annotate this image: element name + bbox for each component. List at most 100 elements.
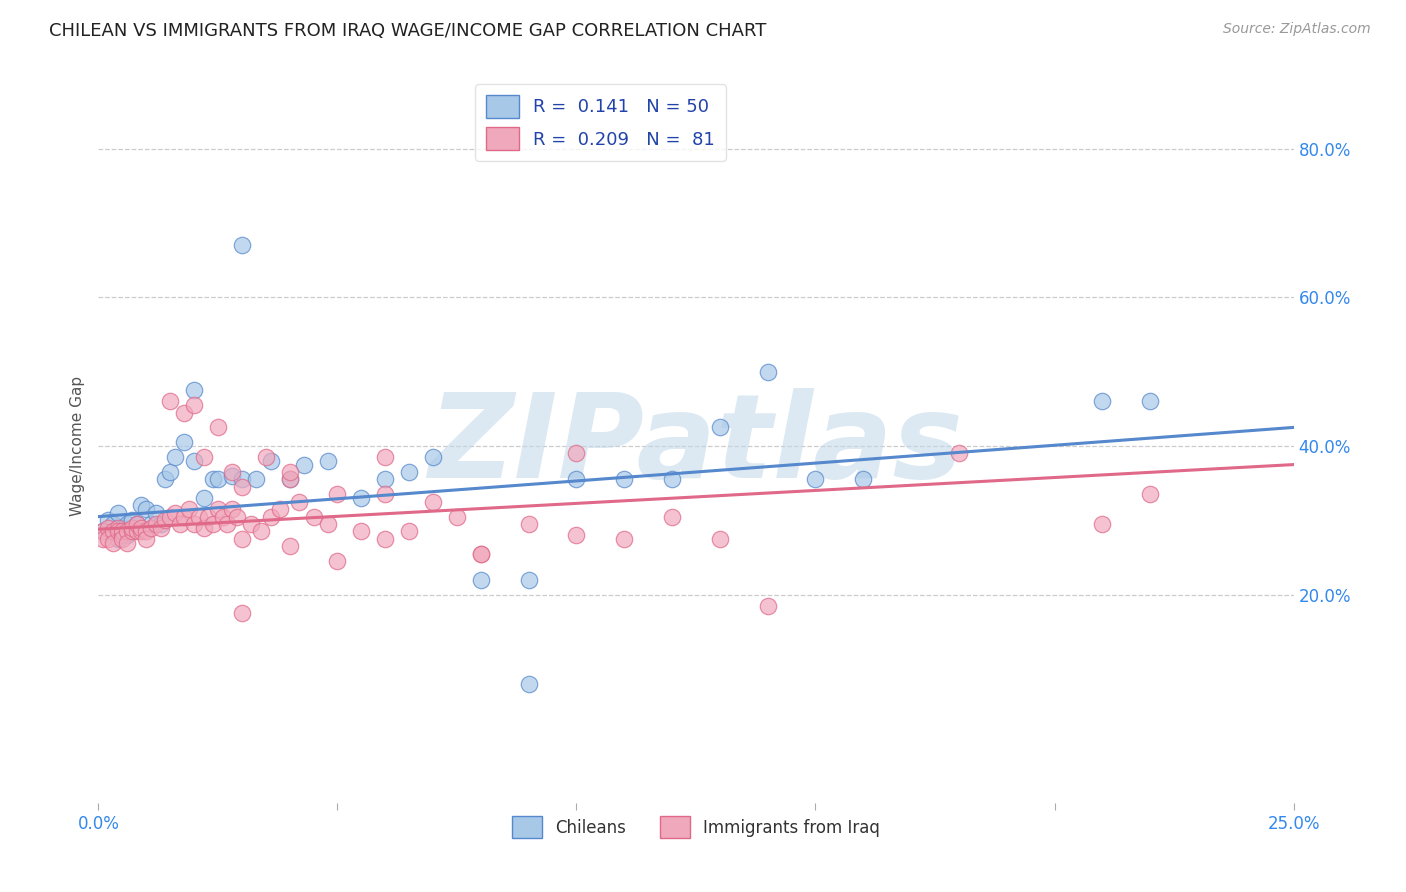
Point: [101, 524, 124, 539]
Point: [326, 487, 349, 501]
Point: [91, 524, 114, 539]
Point: [173, 405, 195, 419]
Point: [111, 532, 134, 546]
Point: [350, 491, 373, 505]
Point: [565, 446, 588, 460]
Point: [155, 513, 177, 527]
Point: [183, 398, 205, 412]
Point: [446, 509, 468, 524]
Point: [517, 516, 540, 531]
Point: [91, 524, 114, 539]
Text: ZIPatlas: ZIPatlas: [429, 389, 963, 503]
Point: [183, 384, 205, 398]
Point: [422, 450, 444, 464]
Point: [250, 524, 273, 539]
Point: [326, 554, 349, 568]
Point: [254, 450, 277, 464]
Point: [145, 516, 167, 531]
Point: [231, 532, 253, 546]
Point: [202, 472, 225, 486]
Point: [115, 516, 138, 531]
Point: [231, 472, 253, 486]
Point: [259, 509, 281, 524]
Point: [756, 599, 779, 613]
Point: [398, 465, 420, 479]
Point: [135, 502, 157, 516]
Point: [709, 420, 731, 434]
Point: [91, 532, 114, 546]
Point: [101, 516, 124, 531]
Point: [145, 506, 167, 520]
Point: [163, 506, 186, 520]
Point: [173, 435, 195, 450]
Point: [269, 502, 291, 516]
Point: [1139, 394, 1161, 409]
Point: [245, 472, 267, 486]
Point: [173, 509, 195, 524]
Point: [183, 454, 205, 468]
Point: [111, 524, 134, 539]
Point: [111, 528, 134, 542]
Point: [316, 516, 339, 531]
Point: [207, 420, 229, 434]
Point: [221, 468, 243, 483]
Point: [183, 516, 205, 531]
Point: [149, 521, 172, 535]
Text: Source: ZipAtlas.com: Source: ZipAtlas.com: [1223, 22, 1371, 37]
Point: [197, 509, 219, 524]
Point: [207, 502, 229, 516]
Point: [159, 509, 181, 524]
Point: [149, 516, 172, 531]
Point: [125, 516, 148, 531]
Point: [661, 472, 683, 486]
Point: [374, 532, 396, 546]
Point: [135, 524, 157, 539]
Point: [131, 499, 153, 513]
Point: [278, 465, 301, 479]
Point: [422, 494, 444, 508]
Point: [661, 509, 683, 524]
Point: [131, 521, 153, 535]
Point: [121, 521, 143, 535]
Point: [517, 677, 540, 691]
Point: [101, 535, 124, 549]
Point: [111, 521, 134, 535]
Point: [316, 454, 339, 468]
Point: [115, 535, 138, 549]
Point: [374, 472, 396, 486]
Point: [169, 516, 191, 531]
Point: [97, 532, 120, 546]
Point: [565, 528, 588, 542]
Point: [1139, 487, 1161, 501]
Point: [226, 509, 249, 524]
Point: [97, 513, 120, 527]
Point: [709, 532, 731, 546]
Point: [97, 521, 120, 535]
Point: [221, 465, 243, 479]
Point: [948, 446, 970, 460]
Point: [193, 450, 215, 464]
Point: [217, 516, 239, 531]
Point: [470, 547, 492, 561]
Point: [207, 472, 229, 486]
Point: [374, 487, 396, 501]
Point: [139, 521, 162, 535]
Point: [470, 573, 492, 587]
Point: [121, 524, 143, 539]
Point: [115, 524, 138, 539]
Point: [107, 506, 129, 520]
Point: [613, 532, 636, 546]
Point: [115, 528, 138, 542]
Point: [756, 365, 779, 379]
Point: [193, 521, 215, 535]
Point: [374, 450, 396, 464]
Text: CHILEAN VS IMMIGRANTS FROM IRAQ WAGE/INCOME GAP CORRELATION CHART: CHILEAN VS IMMIGRANTS FROM IRAQ WAGE/INC…: [49, 22, 766, 40]
Point: [121, 513, 143, 527]
Point: [125, 524, 148, 539]
Point: [470, 547, 492, 561]
Point: [398, 524, 420, 539]
Point: [1091, 394, 1114, 409]
Point: [231, 480, 253, 494]
Point: [211, 509, 233, 524]
Point: [187, 509, 209, 524]
